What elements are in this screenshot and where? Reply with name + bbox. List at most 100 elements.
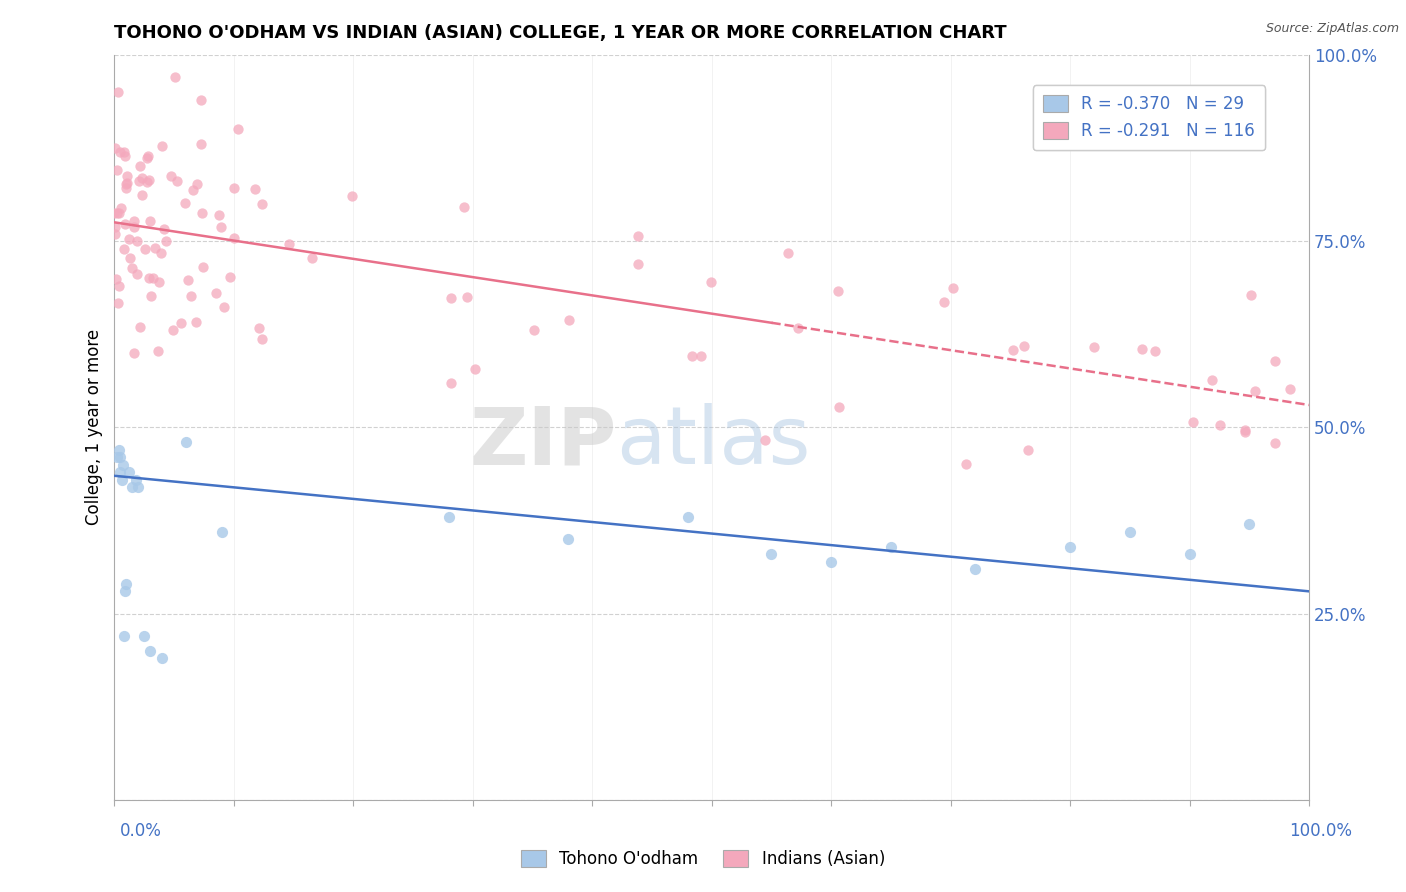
Point — [115, 169, 138, 184]
Point — [250, 197, 273, 211]
Text: 0.0%: 0.0% — [120, 822, 162, 840]
Point — [963, 562, 986, 576]
Point — [107, 85, 129, 99]
Point — [138, 173, 160, 187]
Point — [170, 316, 193, 330]
Point — [219, 270, 242, 285]
Point — [112, 629, 135, 643]
Point — [139, 289, 162, 303]
Point — [110, 450, 132, 465]
Point — [186, 315, 208, 329]
Point — [190, 93, 212, 107]
Point — [1264, 354, 1286, 368]
Point — [776, 245, 799, 260]
Point — [110, 202, 132, 216]
Point — [180, 289, 202, 303]
Point — [440, 291, 463, 305]
Point — [166, 174, 188, 188]
Point — [136, 151, 159, 165]
Point — [1240, 287, 1263, 301]
Point — [125, 267, 148, 281]
Point — [118, 465, 141, 479]
Point — [155, 234, 177, 248]
Point — [114, 584, 136, 599]
Text: 100.0%: 100.0% — [1289, 822, 1353, 840]
Point — [880, 540, 903, 554]
Point — [558, 313, 581, 327]
Point — [761, 547, 783, 561]
Point — [955, 457, 977, 471]
Point — [177, 273, 200, 287]
Point — [108, 206, 131, 220]
Point — [114, 217, 136, 231]
Point — [224, 181, 246, 195]
Point — [104, 227, 127, 242]
Point — [150, 138, 173, 153]
Point — [105, 206, 128, 220]
Point — [186, 177, 208, 191]
Point — [440, 376, 463, 390]
Point — [127, 234, 149, 248]
Point — [115, 177, 138, 191]
Point — [115, 177, 138, 191]
Point — [208, 208, 231, 222]
Point — [191, 205, 214, 219]
Point — [932, 295, 955, 310]
Point — [437, 509, 460, 524]
Point — [1014, 339, 1036, 353]
Point — [105, 450, 128, 465]
Point — [1130, 343, 1153, 357]
Point — [681, 349, 703, 363]
Legend: Tohono O'odham, Indians (Asian): Tohono O'odham, Indians (Asian) — [515, 843, 891, 875]
Point — [162, 323, 184, 337]
Point — [143, 241, 166, 255]
Point — [114, 180, 136, 194]
Point — [1119, 524, 1142, 539]
Point — [699, 275, 721, 289]
Point — [105, 272, 128, 286]
Point — [131, 188, 153, 202]
Point — [112, 243, 135, 257]
Text: TOHONO O'ODHAM VS INDIAN (ASIAN) COLLEGE, 1 YEAR OR MORE CORRELATION CHART: TOHONO O'ODHAM VS INDIAN (ASIAN) COLLEGE… — [114, 24, 1007, 42]
Point — [128, 319, 150, 334]
Text: Source: ZipAtlas.com: Source: ZipAtlas.com — [1265, 22, 1399, 36]
Point — [117, 232, 139, 246]
Point — [150, 651, 173, 665]
Point — [247, 320, 270, 334]
Point — [121, 480, 143, 494]
Point — [104, 141, 127, 155]
Point — [1201, 373, 1223, 387]
Point — [129, 160, 152, 174]
Point — [243, 182, 266, 196]
Point — [191, 260, 214, 275]
Point — [142, 271, 165, 285]
Point — [149, 246, 172, 260]
Point — [111, 458, 134, 472]
Point — [1233, 425, 1256, 439]
Y-axis label: College, 1 year or more: College, 1 year or more — [86, 329, 103, 525]
Point — [152, 222, 174, 236]
Point — [108, 278, 131, 293]
Point — [1209, 417, 1232, 432]
Point — [110, 465, 132, 479]
Point — [212, 300, 235, 314]
Point — [820, 555, 842, 569]
Text: ZIP: ZIP — [470, 403, 616, 482]
Point — [146, 344, 169, 359]
Point — [160, 169, 183, 183]
Point — [301, 251, 323, 265]
Point — [557, 532, 579, 546]
Point — [103, 206, 125, 220]
Point — [174, 196, 197, 211]
Point — [165, 70, 187, 84]
Point — [124, 213, 146, 227]
Point — [224, 231, 246, 245]
Point — [453, 201, 475, 215]
Point — [754, 433, 776, 447]
Point — [190, 136, 212, 151]
Point — [1182, 415, 1205, 429]
Point — [1001, 343, 1024, 357]
Point — [115, 577, 138, 591]
Point — [174, 435, 197, 450]
Point — [112, 145, 135, 160]
